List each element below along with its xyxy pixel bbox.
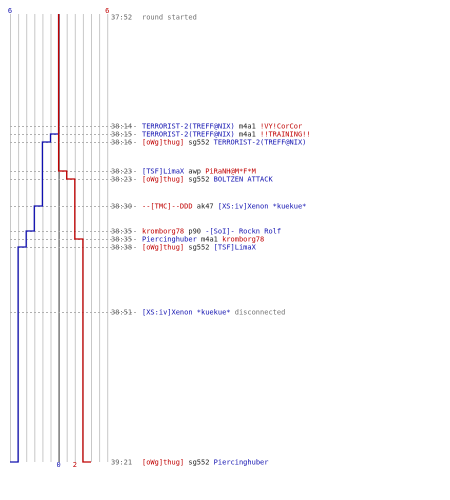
event-text: [XS:iv]Xenon *kuekue* disconnected — [142, 309, 285, 317]
event-segment: kromborg78 — [222, 236, 264, 244]
event-time: 38:15 — [111, 131, 132, 139]
event-segment: TERRORIST-2(TREFF@NIX) — [142, 123, 235, 131]
event-row: 38:51 [XS:iv]Xenon *kuekue* disconnected — [111, 309, 285, 317]
event-segment: ak47 — [193, 203, 218, 211]
event-text: --[TMC]--DDD ak47 [XS:iv]Xenon *kuekue* — [142, 203, 306, 211]
t-start-count: 6 — [105, 7, 109, 15]
event-row: 38:23 [oWg]thug] sg552 BOLTZEN ATTACK — [111, 176, 273, 184]
event-text: Piercinghuber m4a1 kromborg78 — [142, 236, 264, 244]
event-row: 38:35 Piercinghuber m4a1 kromborg78 — [111, 236, 264, 244]
event-segment: !!TRAINING!! — [260, 131, 311, 139]
event-segment: p90 — [184, 228, 205, 236]
event-time: 38:35 — [111, 236, 132, 244]
event-segment: !VY!CorCor — [260, 123, 302, 131]
event-segment: awp — [184, 168, 205, 176]
event-text: [oWg]thug] sg552 TERRORIST-2(TREFF@NIX) — [142, 139, 306, 147]
event-row: 39:21 [oWg]thug] sg552 Piercinghuber — [111, 459, 268, 467]
event-segment: sg552 — [184, 139, 214, 147]
event-time: 38:16 — [111, 139, 132, 147]
event-segment: [TSF]LimaX — [214, 244, 257, 252]
event-segment: --[TMC]--DDD — [142, 203, 193, 211]
event-segment: BOLTZEN ATTACK — [214, 176, 274, 184]
event-segment: m4a1 — [235, 131, 260, 139]
event-row: 38:38 [oWg]thug] sg552 [TSF]LimaX — [111, 244, 257, 252]
team-lines — [10, 14, 91, 463]
event-text: kromborg78 p90 -[SoI]- Rockn Rolf — [142, 228, 281, 236]
event-time: 38:38 — [111, 244, 132, 252]
event-segment: Piercinghuber — [214, 459, 269, 467]
event-row: 38:35 kromborg78 p90 -[SoI]- Rockn Rolf — [111, 228, 281, 236]
event-segment: sg552 — [184, 244, 214, 252]
event-time: 39:21 — [111, 459, 132, 467]
count-labels: 6 6 0 2 — [8, 7, 109, 469]
event-segment: Piercinghuber — [142, 236, 197, 244]
event-row: 37:52 round started — [111, 14, 197, 22]
event-row: 38:16 [oWg]thug] sg552 TERRORIST-2(TREFF@… — [111, 139, 306, 147]
event-guide-lines — [10, 126, 138, 313]
event-text: TERRORIST-2(TREFF@NIX) m4a1 !VY!CorCor — [142, 123, 302, 131]
t-alive-line — [57, 14, 91, 463]
event-row: 38:30 --[TMC]--DDD ak47 [XS:iv]Xenon *kue… — [111, 203, 306, 211]
event-segment: [XS:iv]Xenon *kuekue* — [218, 203, 307, 211]
event-row: 38:14 TERRORIST-2(TREFF@NIX) m4a1 !VY!Cor… — [111, 123, 302, 131]
event-text: TERRORIST-2(TREFF@NIX) m4a1 !!TRAINING!! — [142, 131, 311, 139]
t-end-count: 2 — [73, 461, 77, 469]
event-text: round started — [142, 14, 197, 22]
event-segment: m4a1 — [235, 123, 260, 131]
event-segment: disconnected — [231, 309, 286, 317]
ct-end-count: 0 — [56, 461, 60, 469]
event-time: 38:35 — [111, 228, 132, 236]
event-segment: [oWg]thug] — [142, 459, 184, 467]
event-log: 37:52 round started 38:14 TERRORIST-2(TREFF… — [111, 14, 311, 467]
event-time: 38:30 — [111, 203, 132, 211]
event-segment: kromborg78 — [142, 228, 184, 236]
ct-start-count: 6 — [8, 7, 12, 15]
event-segment: [oWg]thug] — [142, 139, 184, 147]
event-segment: [oWg]thug] — [142, 176, 184, 184]
event-text: [oWg]thug] sg552 Piercinghuber — [142, 459, 268, 467]
event-segment: TERRORIST-2(TREFF@NIX) — [142, 131, 235, 139]
event-segment: -[SoI]- Rockn Rolf — [205, 228, 281, 236]
event-segment: sg552 — [184, 459, 214, 467]
event-segment: TERRORIST-2(TREFF@NIX) — [214, 139, 307, 147]
event-text: [oWg]thug] sg552 BOLTZEN ATTACK — [142, 176, 273, 184]
event-segment: round started — [142, 14, 197, 22]
event-time: 38:14 — [111, 123, 132, 131]
event-row: 38:23 [TSF]LimaX awp PiRaNH@M*F*M — [111, 168, 256, 176]
event-time: 38:23 — [111, 176, 132, 184]
event-segment: sg552 — [184, 176, 214, 184]
event-text: [oWg]thug] sg552 [TSF]LimaX — [142, 244, 257, 252]
event-row: 38:15 TERRORIST-2(TREFF@NIX) m4a1 !!TRAIN… — [111, 131, 311, 139]
event-segment: [XS:iv]Xenon *kuekue* — [142, 309, 231, 317]
event-segment: [TSF]LimaX — [142, 168, 185, 176]
event-segment: [oWg]thug] — [142, 244, 184, 252]
event-segment: PiRaNH@M*F*M — [205, 168, 256, 176]
event-text: [TSF]LimaX awp PiRaNH@M*F*M — [142, 168, 256, 176]
event-segment: m4a1 — [197, 236, 222, 244]
event-time: 37:52 — [111, 14, 132, 22]
event-time: 38:23 — [111, 168, 132, 176]
event-time: 38:51 — [111, 309, 132, 317]
